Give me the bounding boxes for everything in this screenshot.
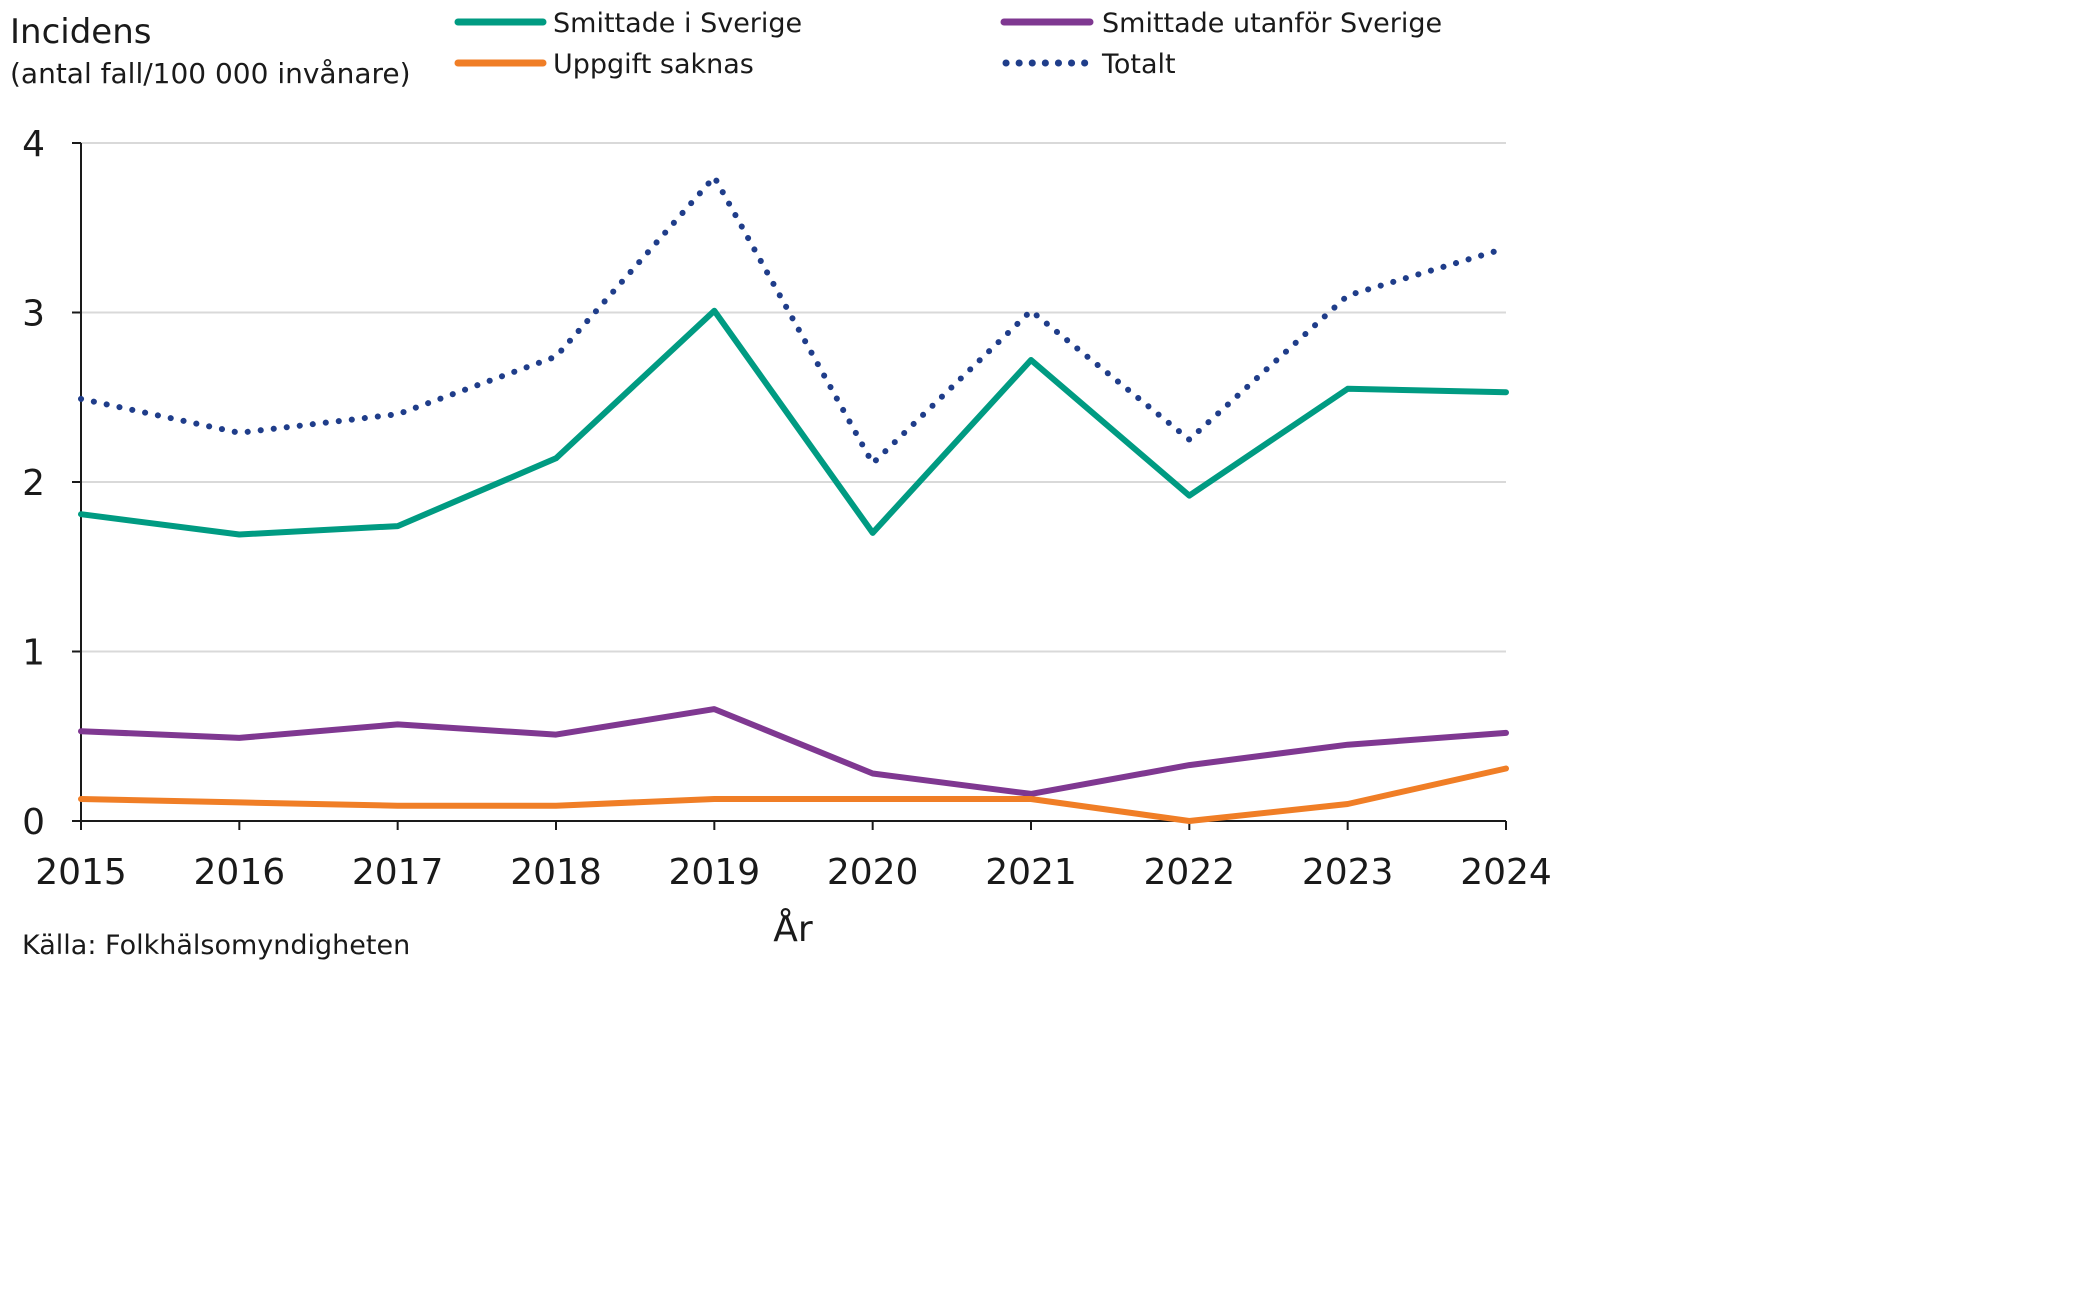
data-point-uppgift-saknas-2016 <box>236 799 242 805</box>
grid-lines <box>81 142 1506 653</box>
data-point-smittade-utanfor-sverige-2020 <box>870 771 876 777</box>
legend-label-smittade-i-sverige: Smittade i Sverige <box>553 8 802 39</box>
series-line-smittade-utanfor-sverige <box>78 706 1509 797</box>
data-point-smittade-utanfor-sverige-2023 <box>1345 742 1351 748</box>
data-point-uppgift-saknas-2023 <box>1345 801 1351 807</box>
data-point-smittade-i-sverige-2016 <box>236 532 242 538</box>
data-point-smittade-utanfor-sverige-2018 <box>553 732 559 738</box>
legend-item-uppgift-saknas: Uppgift saknas <box>454 49 754 80</box>
x-tick-label-2016: 2016 <box>194 852 286 893</box>
data-point-uppgift-saknas-2018 <box>553 803 559 809</box>
data-point-smittade-utanfor-sverige-2024 <box>1503 730 1509 736</box>
y-tick-label-2: 2 <box>22 463 45 504</box>
y-axis-title: Incidens <box>10 12 151 52</box>
data-point-smittade-utanfor-sverige-2015 <box>78 728 84 734</box>
legend-item-totalt: Totalt <box>1002 49 1176 80</box>
data-point-smittade-i-sverige-2022 <box>1186 493 1192 499</box>
data-point-uppgift-saknas-2024 <box>1503 765 1509 771</box>
data-point-smittade-i-sverige-2023 <box>1345 386 1351 392</box>
x-tick-label-2015: 2015 <box>35 852 127 893</box>
source-note: Källa: Folkhälsomyndigheten <box>22 930 410 961</box>
data-point-smittade-i-sverige-2021 <box>1028 357 1034 363</box>
data-point-smittade-i-sverige-2020 <box>870 530 876 536</box>
data-point-smittade-utanfor-sverige-2022 <box>1186 762 1192 768</box>
data-point-totalt-2024 <box>1503 245 1509 251</box>
data-point-smittade-i-sverige-2017 <box>395 523 401 529</box>
data-point-totalt-2020 <box>870 460 876 466</box>
incidence-line-chart: 0 1 2 3 4 2015 2016 2017 2018 2019 2020 2021 2022 202… <box>10 8 1552 961</box>
x-tick-label-2017: 2017 <box>352 852 444 893</box>
data-point-totalt-2015 <box>78 396 84 402</box>
x-tick-label-2023: 2023 <box>1302 852 1394 893</box>
x-tick-label-2018: 2018 <box>510 852 602 893</box>
axes <box>72 142 1507 830</box>
data-point-uppgift-saknas-2015 <box>78 796 84 802</box>
data-point-uppgift-saknas-2020 <box>870 796 876 802</box>
data-point-smittade-i-sverige-2019 <box>711 308 717 314</box>
data-point-totalt-2017 <box>395 411 401 417</box>
data-point-uppgift-saknas-2021 <box>1028 796 1034 802</box>
series-line-smittade-i-sverige <box>78 307 1509 538</box>
series-line-totalt <box>78 173 1509 467</box>
y-tick-label-4: 4 <box>22 124 45 165</box>
data-point-smittade-utanfor-sverige-2017 <box>395 721 401 727</box>
x-tick-label-2021: 2021 <box>985 852 1077 893</box>
y-tick-label-0: 0 <box>22 802 45 843</box>
data-point-smittade-i-sverige-2018 <box>553 455 559 461</box>
series-lines <box>78 173 1509 824</box>
legend-item-smittade-i-sverige: Smittade i Sverige <box>454 8 802 39</box>
legend: Smittade i Sverige Smittade utanför Sver… <box>454 8 1442 80</box>
x-axis-title: År <box>773 907 813 950</box>
x-tick-label-2024: 2024 <box>1460 852 1552 893</box>
data-point-uppgift-saknas-2019 <box>711 796 717 802</box>
data-point-totalt-2016 <box>236 430 242 436</box>
legend-label-uppgift-saknas: Uppgift saknas <box>553 49 754 80</box>
legend-item-smittade-utanfor-sverige: Smittade utanför Sverige <box>1000 8 1442 39</box>
data-point-uppgift-saknas-2022 <box>1186 818 1192 824</box>
y-tick-label-1: 1 <box>22 633 45 674</box>
x-tick-label-2019: 2019 <box>669 852 761 893</box>
data-point-totalt-2022 <box>1186 437 1192 443</box>
legend-label-totalt: Totalt <box>1101 49 1176 80</box>
data-point-smittade-i-sverige-2015 <box>78 511 84 517</box>
series-line-uppgift-saknas <box>78 765 1509 824</box>
data-point-totalt-2023 <box>1345 293 1351 299</box>
legend-label-smittade-utanfor-sverige: Smittade utanför Sverige <box>1102 8 1442 39</box>
data-point-totalt-2018 <box>553 354 559 360</box>
x-tick-label-2020: 2020 <box>827 852 919 893</box>
y-tick-label-3: 3 <box>22 294 45 335</box>
x-tick-label-2022: 2022 <box>1144 852 1236 893</box>
data-point-uppgift-saknas-2017 <box>395 803 401 809</box>
data-point-totalt-2021 <box>1028 308 1034 314</box>
data-point-smittade-utanfor-sverige-2016 <box>236 735 242 741</box>
data-point-smittade-i-sverige-2024 <box>1503 389 1509 395</box>
tick-labels: 0 1 2 3 4 2015 2016 2017 2018 2019 2020 2021 2022 202… <box>22 124 1552 893</box>
data-point-smittade-utanfor-sverige-2019 <box>711 706 717 712</box>
y-axis-subtitle: (antal fall/100 000 invånare) <box>10 57 411 90</box>
data-point-totalt-2019 <box>711 174 717 180</box>
